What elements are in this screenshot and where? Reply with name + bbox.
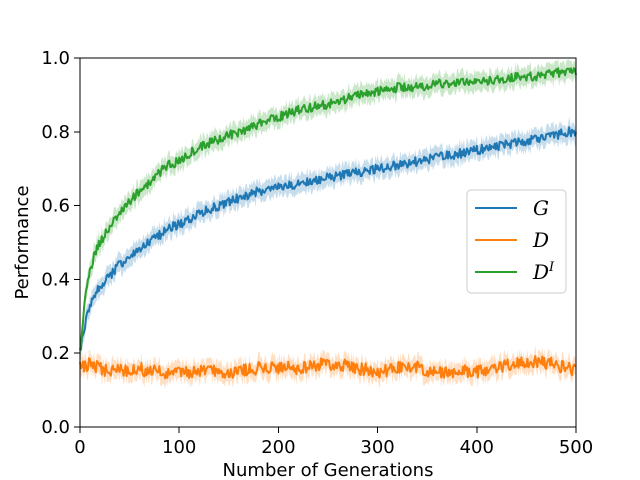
series-lines bbox=[79, 67, 577, 380]
y-tick-label: 0.4 bbox=[41, 269, 70, 290]
plot-frame bbox=[79, 57, 577, 428]
band-series-2 bbox=[80, 345, 576, 390]
legend-label-2: D bbox=[532, 228, 549, 252]
y-tick-label: 1.0 bbox=[41, 48, 70, 69]
y-tick-label: 0.8 bbox=[41, 122, 70, 143]
x-tick-label: 200 bbox=[261, 437, 295, 458]
legend-frame bbox=[466, 189, 567, 294]
line-series-1 bbox=[79, 126, 577, 351]
line-series-3 bbox=[79, 67, 577, 351]
axes: 0 100 200 300 400 500 0.0 0.2 0.4 0.6 0.8 1.0 bbox=[41, 48, 593, 458]
axis-labels: Number of Generations Performance bbox=[12, 185, 433, 480]
y-tick-label: 0.0 bbox=[41, 417, 70, 438]
x-tick-label: 0 bbox=[74, 437, 85, 458]
band-series-3 bbox=[80, 58, 576, 360]
legend-label-1: G bbox=[533, 196, 549, 220]
y-tick-label: 0.6 bbox=[41, 196, 70, 217]
y-axis-label: Performance bbox=[12, 185, 33, 299]
line-series-2 bbox=[79, 355, 577, 380]
x-tick-label: 300 bbox=[360, 437, 394, 458]
x-axis-label: Number of Generations bbox=[223, 460, 434, 480]
x-tick-label: 100 bbox=[162, 437, 196, 458]
legend-superscript: I bbox=[548, 260, 555, 275]
x-tick-label: 400 bbox=[460, 437, 494, 458]
y-tick-label: 0.2 bbox=[41, 343, 70, 364]
x-tick-label: 500 bbox=[559, 437, 593, 458]
